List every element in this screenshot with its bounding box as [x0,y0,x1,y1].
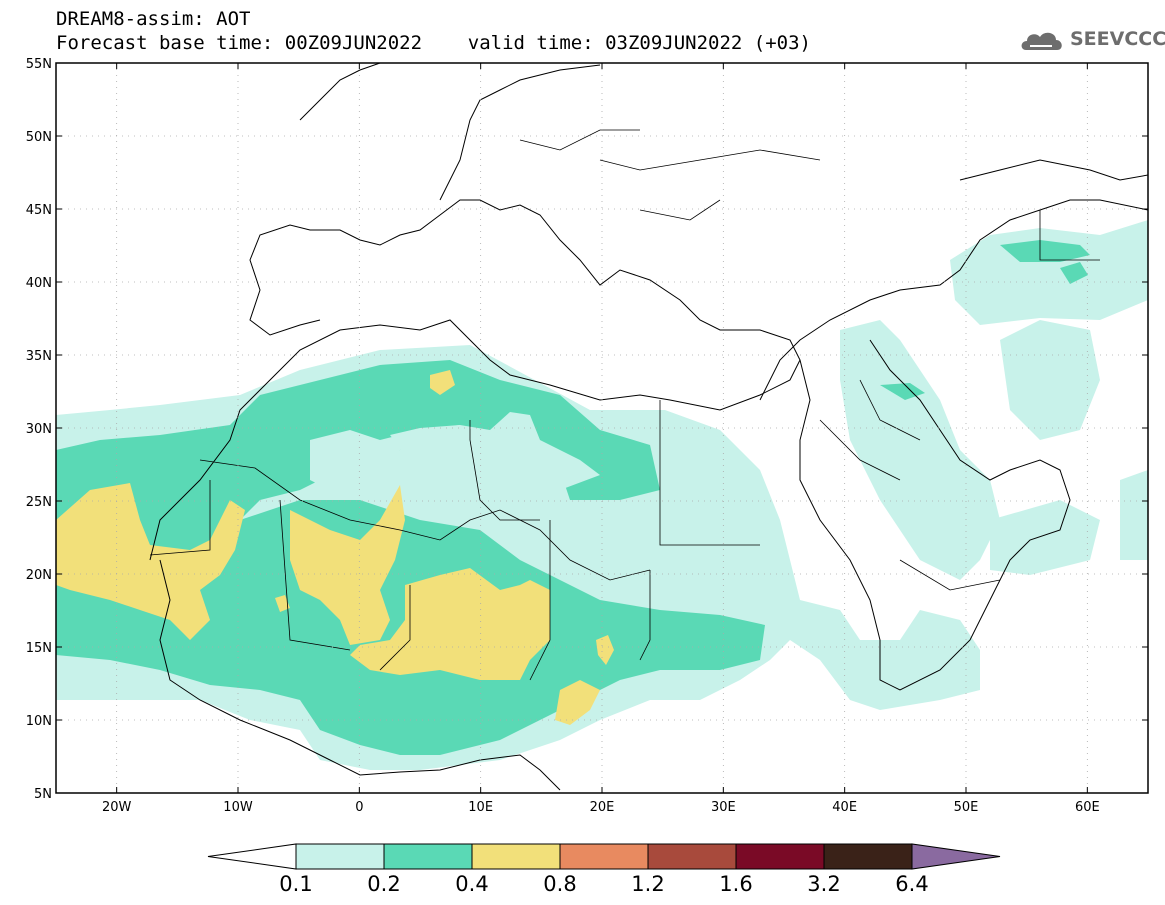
colorbar-under-arrow [207,843,297,870]
lon-label-30E: 30E [711,800,736,815]
lon-label-20E: 20E [590,800,615,815]
aot-band-0.1-inner [310,412,600,490]
lat-label-50N: 50N [26,130,52,145]
colorbar-label: 0.8 [543,872,576,896]
colorbar-over-arrow [911,843,1001,870]
colorbar-label: 6.4 [895,872,928,896]
lat-label-40N: 40N [26,276,52,291]
lat-label-5N: 5N [34,787,52,802]
lat-label-15N: 15N [26,641,52,656]
lon-label-10W: 10W [223,800,253,815]
colorbar-label: 1.6 [719,872,752,896]
lon-label-10E: 10E [468,800,493,815]
lat-label-55N: 55N [26,57,52,72]
colorbar-segment [559,843,649,870]
lon-label-0: 0 [355,800,363,815]
logo-text: SEEVCCC [1070,28,1165,50]
lat-label-10N: 10N [26,714,52,729]
colorbar: 0.1 0.2 0.4 0.8 1.2 1.6 3.2 6.4 [207,843,1001,896]
map-title: DREAM8-assim: AOT [56,8,251,30]
country-borders [149,129,1100,681]
latitude-axis: 5N 10N 15N 20N 25N 30N 35N 40N 45N 50N 55N [26,57,1148,802]
lat-label-45N: 45N [26,203,52,218]
colorbar-segment [471,843,561,870]
aot-band-0.4 [56,370,614,725]
cloud-logo-icon [1021,32,1062,50]
colorbar-label: 0.4 [455,872,488,896]
lat-label-30N: 30N [26,422,52,437]
colorbar-segment [383,843,473,870]
graticule [56,63,1148,793]
colorbar-label: 0.2 [367,872,400,896]
lat-label-25N: 25N [26,495,52,510]
forecast-time-line: Forecast base time: 00Z09JUN2022 valid t… [56,32,811,54]
lon-label-20W: 20W [102,800,132,815]
colorbar-segment [647,843,737,870]
colorbar-segment [823,843,913,870]
colorbar-label: 3.2 [807,872,840,896]
lat-label-20N: 20N [26,568,52,583]
lat-label-35N: 35N [26,349,52,364]
coastlines [149,63,1148,791]
colorbar-label: 1.2 [631,872,664,896]
lon-label-60E: 60E [1075,800,1100,815]
colorbar-segment [735,843,825,870]
aot-band-0.2 [56,240,1090,755]
longitude-axis: 20W 10W 0 10E 20E 30E 40E 50E 60E [102,63,1100,815]
lon-label-40E: 40E [832,800,857,815]
lon-label-50E: 50E [954,800,979,815]
colorbar-segment [295,843,385,870]
colorbar-label: 0.1 [279,872,312,896]
